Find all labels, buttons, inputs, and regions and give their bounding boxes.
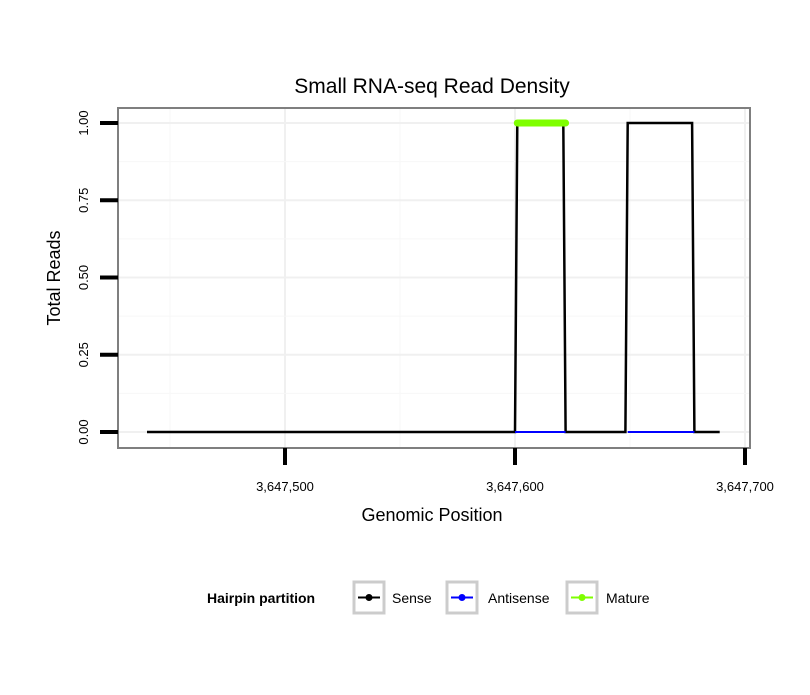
- y-tick-label: 0.75: [76, 188, 91, 213]
- legend-label-antisense: Antisense: [488, 590, 550, 606]
- axes: 3,647,500 3,647,600 3,647,700 0.00 0.25 0.50 0…: [76, 110, 774, 494]
- x-tick-label: 3,647,700: [716, 479, 774, 494]
- legend-label-sense: Sense: [392, 590, 432, 606]
- legend-label-mature: Mature: [606, 590, 650, 606]
- x-tick-label: 3,647,500: [256, 479, 314, 494]
- y-tick-label: 1.00: [76, 110, 91, 135]
- legend-title: Hairpin partition: [207, 590, 315, 606]
- y-tick-label: 0.00: [76, 419, 91, 444]
- x-tick-label: 3,647,600: [486, 479, 544, 494]
- legend-key-point: [365, 594, 373, 601]
- series-layer: [147, 119, 720, 434]
- chart-title: Small RNA-seq Read Density: [294, 75, 570, 98]
- x-axis-label: Genomic Position: [361, 505, 502, 525]
- legend: Hairpin partition Sense Antisense Mature: [207, 580, 650, 615]
- y-axis-label: Total Reads: [44, 230, 64, 325]
- grid: [118, 108, 750, 448]
- y-tick-label: 0.25: [76, 342, 91, 367]
- legend-key-point: [458, 594, 466, 601]
- legend-key-point: [578, 594, 586, 601]
- y-tick-label: 0.50: [76, 265, 91, 290]
- series-line-sense: [147, 121, 720, 434]
